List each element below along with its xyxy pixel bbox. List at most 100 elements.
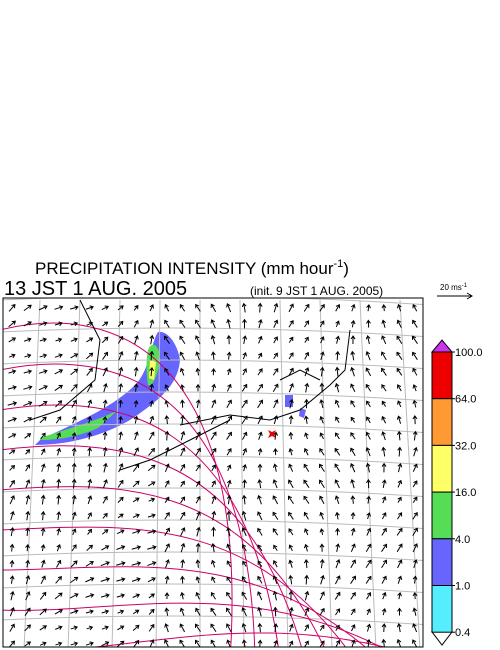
- colorbar-label: 16.0: [455, 487, 476, 499]
- wind-arrow: [179, 335, 186, 345]
- wind-arrow: [381, 351, 387, 361]
- wind-arrow: [257, 447, 263, 456]
- wind-arrow: [288, 479, 294, 489]
- wind-arrow: [39, 591, 47, 600]
- wind-arrow: [350, 383, 356, 393]
- wind-arrow: [350, 495, 356, 504]
- wind-arrow: [241, 494, 247, 505]
- wind-arrow: [381, 512, 387, 520]
- wind-arrow: [85, 561, 94, 567]
- wind-arrow: [272, 575, 278, 585]
- wind-arrow: [148, 593, 155, 599]
- wind-arrow: [118, 351, 124, 361]
- wind-arrow: [54, 384, 63, 392]
- contour: [3, 526, 346, 647]
- wind-arrow: [70, 321, 79, 327]
- wind-arrow: [101, 305, 109, 311]
- colorbar-box: [431, 444, 453, 493]
- wind-arrow: [165, 446, 170, 457]
- wind-arrow: [179, 303, 186, 312]
- wind-arrow: [147, 529, 157, 534]
- wind-arrow: [288, 383, 294, 393]
- wind-arrow: [366, 319, 371, 328]
- wind-arrow: [147, 545, 157, 550]
- wind-arrow: [303, 543, 309, 552]
- wind-arrow: [180, 399, 185, 408]
- wind-arrow: [397, 496, 402, 503]
- wind-arrow: [116, 640, 125, 647]
- wind-arrow: [71, 528, 77, 536]
- wind-arrow: [25, 510, 31, 521]
- wind-arrow: [118, 399, 123, 408]
- colorbar-box: [431, 538, 453, 586]
- title-main: PRECIPITATION INTENSITY (mm hour: [35, 259, 334, 278]
- wind-arrow: [397, 384, 402, 392]
- wind-arrow: [334, 366, 340, 377]
- wind-arrow: [350, 350, 356, 361]
- wind-arrow: [180, 575, 185, 584]
- wind-arrow: [85, 593, 95, 598]
- wind-arrow: [226, 368, 232, 376]
- wind-arrow: [381, 607, 387, 616]
- wind-arrow: [365, 335, 371, 345]
- wind-arrow: [350, 366, 355, 377]
- wind-arrow: [272, 511, 279, 520]
- wind-arrow: [397, 463, 403, 473]
- wind-arrow: [412, 303, 418, 312]
- wind-arrow: [412, 496, 418, 504]
- wind-arrow: [304, 432, 309, 440]
- wind-arrow: [226, 526, 231, 537]
- wind-arrow: [412, 527, 418, 537]
- wind-arrow: [133, 447, 139, 457]
- wind-arrow: [334, 447, 341, 456]
- wind-arrow: [288, 431, 294, 440]
- wind-arrow: [101, 545, 110, 551]
- wind-arrow: [366, 416, 371, 424]
- wind-arrow: [54, 305, 64, 310]
- wind-arrow: [288, 590, 294, 601]
- center-marker: [268, 430, 276, 438]
- wind-arrow: [273, 399, 279, 409]
- wind-arrow: [258, 335, 263, 344]
- wind-arrow: [9, 527, 15, 537]
- contour: [3, 486, 325, 647]
- colorbar-label: 1.0: [455, 581, 470, 593]
- wind-arrow: [195, 319, 201, 329]
- wind-arrow: [242, 447, 248, 456]
- wind-arrow: [288, 367, 294, 376]
- wind-arrow: [242, 431, 248, 440]
- wind-arrow: [8, 320, 17, 328]
- wind-arrow: [10, 590, 15, 601]
- wind-arrow: [25, 575, 31, 585]
- wind-arrow: [211, 495, 217, 504]
- wind-arrow: [366, 495, 372, 504]
- wind-arrow: [381, 623, 387, 632]
- wind-arrow: [133, 319, 139, 328]
- wind-arrow: [257, 591, 263, 601]
- wind-arrow: [8, 433, 17, 439]
- wind-arrow: [350, 303, 356, 312]
- wind-arrow: [257, 302, 263, 313]
- wind-arrow: [350, 511, 356, 520]
- wind-arrow: [55, 337, 63, 343]
- wind-arrow: [87, 528, 92, 535]
- wind-arrow: [319, 382, 325, 393]
- wind-arrow: [133, 383, 139, 392]
- wind-arrow: [9, 495, 15, 505]
- wind-arrow: [412, 607, 418, 616]
- wind-arrow: [9, 575, 15, 584]
- lon-line: [319, 299, 333, 647]
- wind-arrow: [40, 432, 46, 440]
- wind-arrow: [412, 543, 418, 553]
- wind-arrow: [70, 337, 78, 343]
- wind-arrow: [39, 416, 47, 424]
- wind-arrow: [103, 383, 108, 393]
- wind-arrow: [149, 304, 154, 312]
- wind-arrow: [350, 319, 356, 328]
- wind-arrow: [319, 591, 325, 601]
- wind-arrow: [366, 400, 371, 408]
- wind-arrow: [39, 608, 47, 616]
- wind-arrow: [210, 447, 217, 456]
- wind-arrow: [210, 607, 217, 616]
- wind-arrow: [133, 366, 139, 377]
